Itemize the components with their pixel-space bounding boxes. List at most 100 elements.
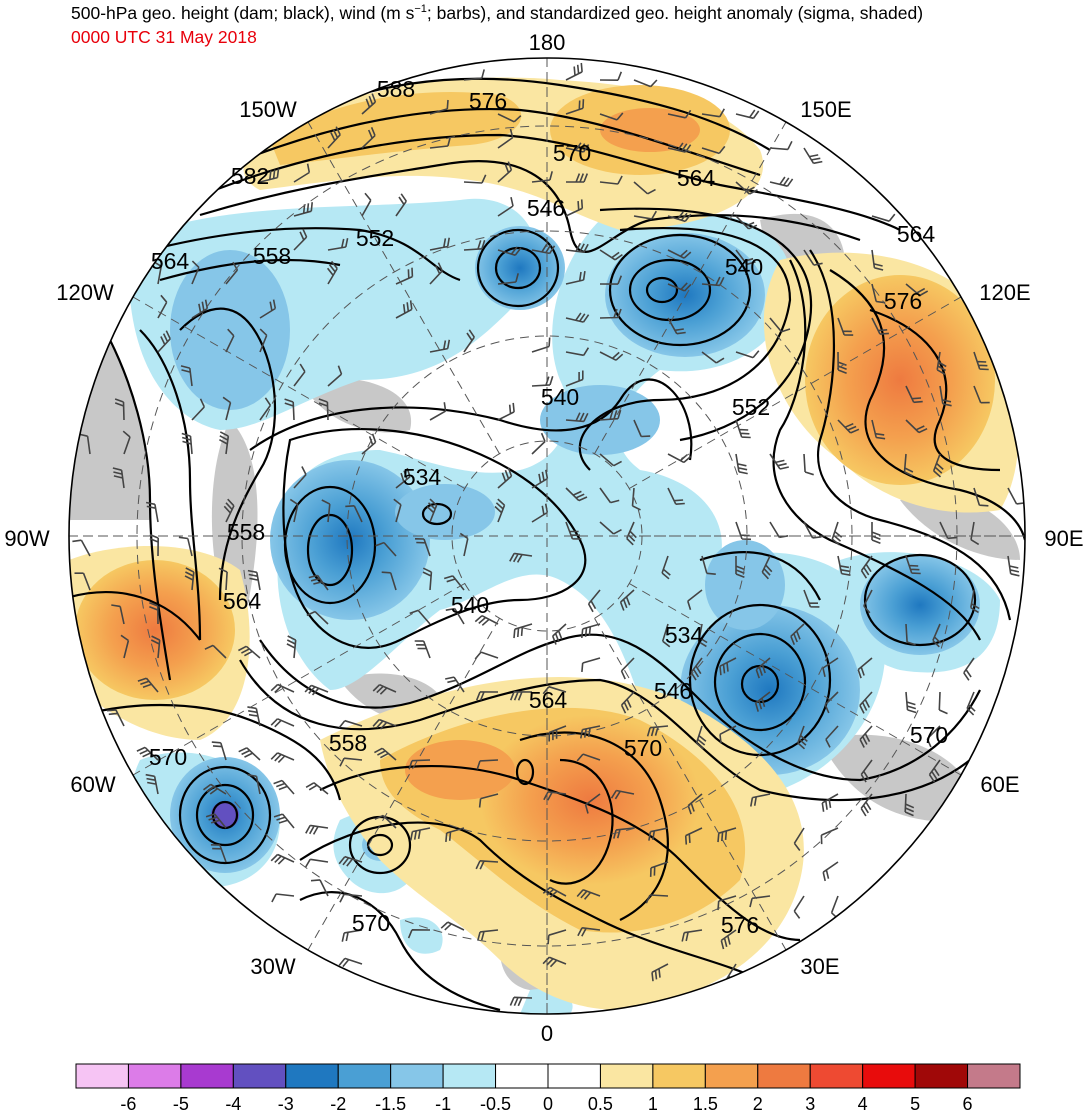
wind-barb: [793, 827, 805, 851]
wind-barb: [939, 385, 952, 407]
contour-label: 552: [356, 225, 394, 251]
wind-barb: [145, 501, 159, 523]
wind-barb: [293, 228, 308, 251]
wind-barb: [565, 270, 586, 285]
contour-label: 552: [732, 394, 770, 420]
wind-barb: [769, 317, 791, 333]
colorbar-cell: [914, 1063, 969, 1089]
wind-barb: [821, 793, 839, 812]
wind-barb: [463, 174, 487, 184]
wind-barb: [445, 827, 465, 842]
wind-barb: [284, 398, 295, 421]
wind-barb: [321, 499, 331, 523]
wind-barb: [305, 858, 329, 868]
wind-barb: [1007, 555, 1020, 577]
wind-barb: [408, 759, 431, 770]
wind-barb: [542, 956, 567, 968]
wind-barb: [633, 181, 656, 195]
wind-barb: [293, 202, 313, 217]
wind-barb: [429, 99, 449, 115]
wind-barb: [429, 137, 451, 149]
wind-barb: [599, 453, 622, 467]
wind-barb: [509, 552, 533, 563]
wind-barb: [422, 567, 433, 591]
wind-barb: [905, 691, 917, 714]
wind-barb: [667, 109, 692, 119]
contour-label: 576: [721, 912, 759, 938]
contour-label: 558: [253, 243, 291, 269]
lon-label-180: 180: [529, 30, 566, 55]
meridian-line: [594, 618, 787, 951]
wind-barb: [620, 657, 635, 680]
wind-barb: [619, 589, 635, 611]
wind-barb: [445, 607, 465, 625]
colorbar-cell: [390, 1063, 444, 1089]
wind-barb: [509, 691, 533, 701]
wind-barb: [339, 757, 363, 767]
wind-barb: [271, 893, 295, 903]
wind-barb: [372, 718, 397, 730]
colorbar-cell: [285, 1063, 339, 1089]
colorbar-tick-label: 6: [963, 1094, 973, 1112]
wind-barb: [633, 79, 658, 88]
wind-barb: [372, 683, 397, 695]
wind-barb: [963, 657, 975, 681]
wind-barb: [497, 197, 514, 217]
wind-barb: [928, 759, 941, 783]
wind-barb: [837, 555, 851, 576]
wind-barb: [824, 691, 839, 714]
wind-barb: [938, 691, 948, 715]
wind-barb: [308, 574, 329, 591]
wind-barb: [293, 466, 307, 489]
wind-barb: [361, 192, 372, 217]
wind-barb: [542, 685, 567, 695]
wind-barb: [374, 814, 397, 829]
lon-label-90w: 90W: [4, 526, 49, 551]
contour-label: 546: [527, 195, 565, 221]
colorbar-tick-label: 4: [858, 1094, 868, 1112]
lon-label-150w: 150W: [239, 97, 297, 122]
wind-barb: [667, 317, 686, 335]
wind-barb: [903, 453, 914, 477]
contour-label: 570: [624, 735, 662, 761]
wind-barb: [463, 69, 485, 81]
wind-barb: [474, 614, 499, 626]
wind-barb: [205, 813, 227, 829]
wind-barb: [701, 108, 725, 118]
meridian-line: [629, 296, 962, 489]
wind-barbs: [72, 62, 1025, 1007]
wind-barb: [871, 249, 884, 271]
wind-barb: [136, 746, 159, 761]
wind-barb: [273, 779, 295, 795]
lon-label-30e: 30E: [800, 954, 839, 979]
wind-barb: [374, 747, 397, 761]
wind-barb: [407, 929, 431, 939]
wind-barb: [429, 237, 450, 251]
wind-barb: [620, 691, 635, 714]
wind-barb: [831, 521, 843, 546]
contour-label: 576: [469, 88, 507, 114]
wind-barb: [626, 521, 637, 546]
wind-barb: [701, 145, 726, 155]
wind-barb: [576, 753, 601, 762]
lon-label-120w: 120W: [56, 280, 114, 305]
meridian-line: [594, 121, 787, 454]
lon-label-60w: 60W: [70, 772, 115, 797]
wind-barb: [345, 505, 363, 523]
wind-barb: [661, 623, 671, 648]
graticule: [69, 58, 1025, 1014]
wind-barb: [610, 789, 635, 800]
wind-barb: [339, 893, 363, 903]
wind-barb: [222, 396, 232, 421]
wind-barb: [395, 193, 407, 217]
wind-barb: [270, 853, 295, 865]
wind-barb: [270, 752, 295, 763]
wind-barb: [717, 827, 737, 843]
wind-barb: [565, 370, 584, 387]
colorbar-tick-label: -0.5: [480, 1094, 511, 1112]
wind-barb: [497, 273, 519, 285]
wind-barb: [338, 719, 363, 729]
wind-barb: [645, 894, 669, 904]
wind-barb: [697, 623, 708, 648]
